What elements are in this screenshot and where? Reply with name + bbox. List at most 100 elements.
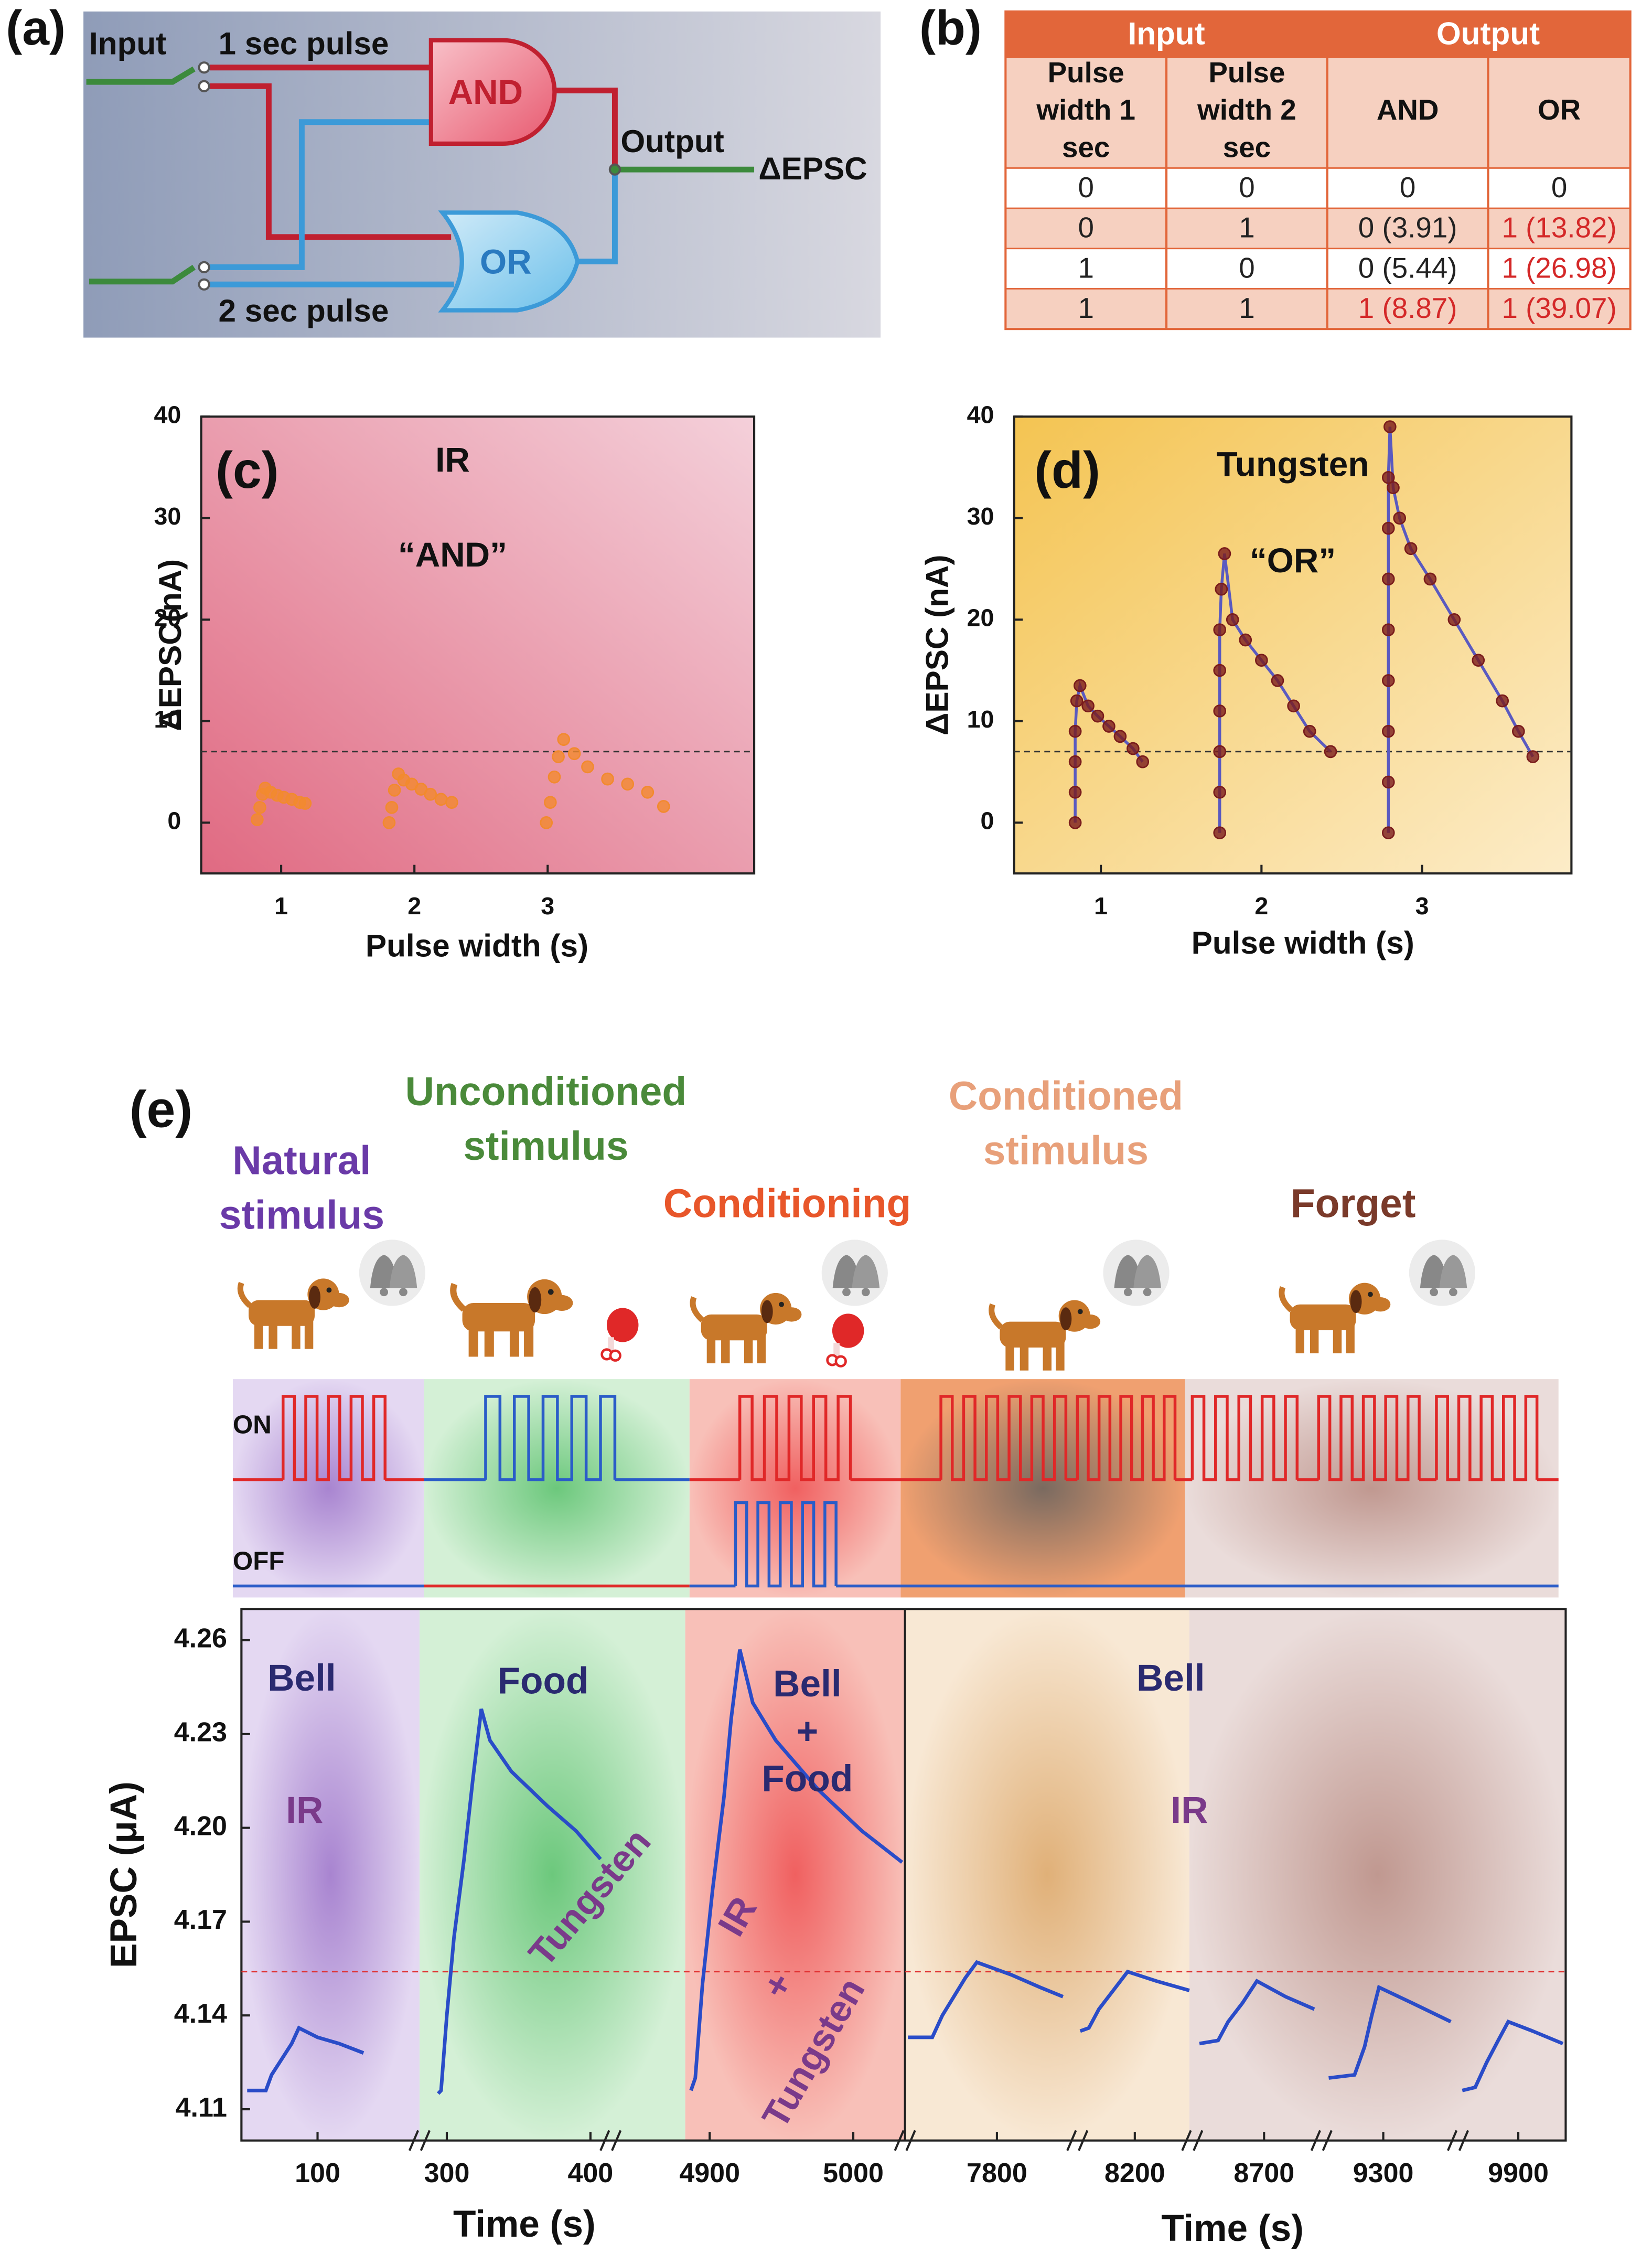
- data-point: [657, 800, 670, 813]
- annotation: Tungsten: [1217, 445, 1369, 483]
- table-border: [1004, 10, 1632, 330]
- x-tick-label: 4900: [679, 2158, 740, 2188]
- table-cell: 1: [1239, 292, 1254, 324]
- stage-label: stimulus: [463, 1124, 628, 1169]
- data-point: [445, 796, 458, 809]
- data-point: [1387, 481, 1400, 495]
- plot-area: [201, 416, 755, 874]
- truth-table: Input Output Pulse width 1 sec Pulse width 2 se…: [1004, 10, 1632, 330]
- output-signal: ΔEPSC: [758, 151, 867, 186]
- axis-break: [408, 2130, 431, 2151]
- dog-icon: [1282, 1283, 1390, 1353]
- data-point: [251, 813, 264, 826]
- data-point: [1303, 724, 1316, 738]
- x-tick-label: 1: [1094, 892, 1108, 920]
- annotation: +: [797, 1711, 819, 1752]
- stage-label: Forget: [1291, 1182, 1416, 1226]
- signal-label: OFF: [233, 1547, 285, 1576]
- bell-icon: [359, 1240, 426, 1306]
- x-axis-label: Pulse width (s): [1192, 925, 1414, 960]
- y-tick-label: 4.11: [176, 2092, 227, 2123]
- y-tick-label: 40: [154, 401, 181, 429]
- x-tick-label: 100: [295, 2158, 340, 2188]
- axis-break: [1446, 2130, 1469, 2151]
- table-cell: 1 (8.87): [1358, 292, 1457, 324]
- pulse-label: 2 sec pulse: [219, 293, 389, 328]
- data-point: [1271, 674, 1284, 687]
- data-point: [1102, 720, 1115, 733]
- data-point: [1213, 664, 1227, 677]
- switch-contacts: [198, 61, 621, 291]
- data-point: [1423, 572, 1437, 586]
- data-point: [1239, 633, 1252, 647]
- gate-label: AND: [448, 73, 523, 111]
- bell-icon: [1103, 1240, 1170, 1306]
- x-tick-label: 8700: [1233, 2158, 1294, 2188]
- data-point: [1215, 582, 1228, 596]
- x-tick-label: 300: [424, 2158, 470, 2188]
- pulse-train: [484, 1395, 617, 1481]
- data-point: [552, 750, 565, 763]
- data-point: [434, 793, 448, 806]
- epsc-trace: [1079, 1969, 1190, 2033]
- panel-label: (b): [919, 1, 982, 55]
- data-point: [548, 770, 561, 784]
- x-tick-label: 7800: [967, 2158, 1027, 2188]
- table-column: Pulse: [1048, 56, 1124, 89]
- data-point: [1393, 511, 1407, 525]
- data-point: [1381, 775, 1395, 789]
- stage-label: Natural: [232, 1139, 371, 1183]
- table-row: [1004, 288, 1632, 330]
- data-point: [1381, 623, 1395, 636]
- data-point: [1213, 785, 1227, 799]
- wires: [86, 65, 755, 287]
- input-label: Input: [89, 26, 166, 61]
- panel-label: (a): [6, 1, 66, 55]
- y-tick-label: 20: [967, 604, 994, 632]
- y-axis-label: ΔEPSC (nA): [919, 554, 954, 735]
- stage-label: Conditioning: [663, 1182, 911, 1226]
- y-tick-label: 4.26: [174, 1623, 227, 1654]
- pulse-train: [1076, 1395, 1177, 1481]
- x-tick-label: 9300: [1353, 2158, 1414, 2188]
- data-point: [1068, 755, 1082, 768]
- annotation: Bell: [1136, 1658, 1205, 1699]
- panel-label: (c): [216, 441, 278, 499]
- data-point: [253, 801, 266, 814]
- data-point: [1404, 542, 1418, 556]
- y-tick-label: 10: [154, 706, 181, 733]
- table-group: Output: [1436, 15, 1540, 51]
- data-point: [388, 784, 401, 797]
- x-tick-label: 5000: [823, 2158, 884, 2188]
- x-tick-label: 2: [407, 892, 421, 920]
- data-point: [1511, 724, 1525, 738]
- pulse-train: [939, 1395, 1068, 1481]
- annotation: “AND”: [398, 536, 507, 574]
- stage-background: [905, 1609, 1189, 2141]
- table-cell: 0: [1078, 211, 1093, 244]
- table-column: AND: [1377, 93, 1439, 126]
- annotation: Food: [498, 1661, 589, 1702]
- epsc-trace: [247, 2025, 364, 2092]
- table-header: [1005, 11, 1630, 58]
- y-tick-label: 4.23: [174, 1717, 227, 1748]
- data-point: [1127, 742, 1140, 755]
- data-point: [1213, 623, 1227, 636]
- data-point: [540, 816, 553, 829]
- axes-frame: [1013, 415, 1573, 875]
- stage-label: stimulus: [983, 1128, 1149, 1173]
- data-point: [382, 816, 396, 829]
- data-point: [1070, 694, 1084, 708]
- data-point: [601, 772, 614, 786]
- x-axis-label: Time (s): [453, 2204, 596, 2245]
- pulse-train: [1317, 1395, 1421, 1481]
- axis-break: [599, 2130, 622, 2151]
- table-row: [1004, 167, 1632, 209]
- stage-background: [1189, 1609, 1566, 2141]
- stage-background: [689, 1379, 901, 1598]
- data-point: [1213, 704, 1227, 718]
- data-point: [1287, 699, 1300, 713]
- table-column: Pulse: [1208, 56, 1285, 89]
- annotation: IR: [435, 441, 470, 479]
- stage-background: [1185, 1379, 1559, 1598]
